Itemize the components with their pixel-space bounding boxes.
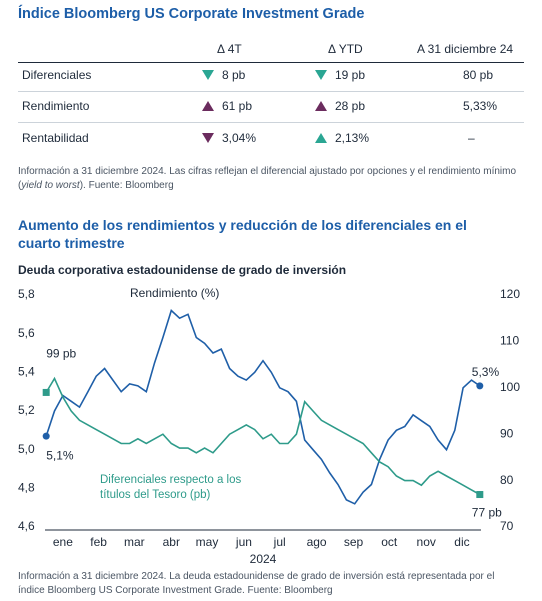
source-note: Información a 31 diciembre 2024. La deud… <box>18 571 495 596</box>
y-tick-label: 5,6 <box>18 326 35 340</box>
table-header: Δ YTD <box>328 42 363 56</box>
y-tick-label: 5,4 <box>18 365 35 379</box>
table-cell: 3,04% <box>222 131 257 145</box>
row-rule <box>18 91 524 92</box>
x-tick-label: dic <box>454 535 469 549</box>
value-label: 77 pb <box>472 506 502 520</box>
y2-tick-label: 120 <box>500 287 520 301</box>
x-tick-label: mar <box>124 535 145 549</box>
end-marker <box>42 388 50 396</box>
trend-icon <box>315 133 327 143</box>
table-note: Información a 31 diciembre 2024. Las cif… <box>18 165 518 193</box>
y-tick-label: 5,0 <box>18 442 35 456</box>
y-tick-label: 5,2 <box>18 403 35 417</box>
trend-icon <box>315 101 327 111</box>
end-marker <box>42 432 50 440</box>
triangle <box>315 101 327 111</box>
x-tick-label: abr <box>163 535 180 549</box>
x-tick-label: jul <box>273 535 286 549</box>
table-cell: Diferenciales <box>22 68 92 82</box>
x-tick-label: ene <box>53 535 73 549</box>
header-rule <box>18 62 524 63</box>
x-tick-label: may <box>196 535 219 549</box>
x-tick-label: nov <box>417 535 436 549</box>
table-header: Δ 4T <box>217 42 242 56</box>
triangle <box>202 133 214 143</box>
y2-tick-label: 80 <box>500 473 514 487</box>
trend-icon <box>202 133 214 143</box>
y2-tick-label: 90 <box>500 426 514 440</box>
table-header: A 31 diciembre 24 <box>417 42 514 56</box>
note-text: yield to worst <box>21 180 80 191</box>
x-tick-label: oct <box>381 535 398 549</box>
y2-tick-label: 110 <box>500 334 519 348</box>
table-cell: Rentabilidad <box>22 131 89 145</box>
table-cell: 8 pb <box>222 68 246 82</box>
note-text: ). Fuente: Bloomberg <box>79 180 174 191</box>
y2-tick-label: 100 <box>500 380 520 394</box>
table-cell: 19 pb <box>335 68 366 82</box>
x-tick-label: sep <box>344 535 364 549</box>
series-label: Diferenciales respecto a los títulos del… <box>100 474 242 501</box>
trend-icon <box>315 70 327 80</box>
title: Índice Bloomberg US Corporate Investment… <box>18 6 365 22</box>
table-cell: Rendimiento <box>22 99 90 113</box>
chart-title: Aumento de los rendimientos y reducción … <box>18 217 467 251</box>
table-cell: – <box>468 131 475 145</box>
triangle <box>202 101 214 111</box>
chart-subtitle: Deuda corporativa estadounidense de grad… <box>18 263 347 277</box>
series-label: Rendimiento (%) <box>130 286 219 300</box>
y2-tick-label: 70 <box>500 519 514 533</box>
y-tick-label: 5,8 <box>18 287 35 301</box>
triangle <box>315 133 327 143</box>
triangle <box>202 70 214 80</box>
table-cell: 61 pb <box>222 99 253 113</box>
trend-icon <box>202 70 214 80</box>
series-line <box>45 376 481 496</box>
end-marker <box>476 382 484 390</box>
table-cell: 5,33% <box>463 99 498 113</box>
x-axis-label: 2024 <box>250 552 277 566</box>
series-line <box>45 309 481 505</box>
triangle <box>315 70 327 80</box>
note-text: Información a 31 diciembre 2024. Las cif… <box>18 166 517 191</box>
end-marker <box>476 491 484 499</box>
x-tick-label: jun <box>235 535 252 549</box>
row-rule <box>18 122 524 123</box>
value-label: 5,1% <box>46 448 74 462</box>
table-cell: 80 pb <box>463 68 494 82</box>
y-tick-label: 4,6 <box>18 519 35 533</box>
x-tick-label: feb <box>90 535 107 549</box>
y-tick-label: 4,8 <box>18 481 35 495</box>
value-label: 5,3% <box>472 365 500 379</box>
table-cell: 2,13% <box>335 131 370 145</box>
x-tick-label: ago <box>307 535 327 549</box>
table-cell: 28 pb <box>335 99 366 113</box>
value-label: 99 pb <box>46 347 76 361</box>
trend-icon <box>202 101 214 111</box>
